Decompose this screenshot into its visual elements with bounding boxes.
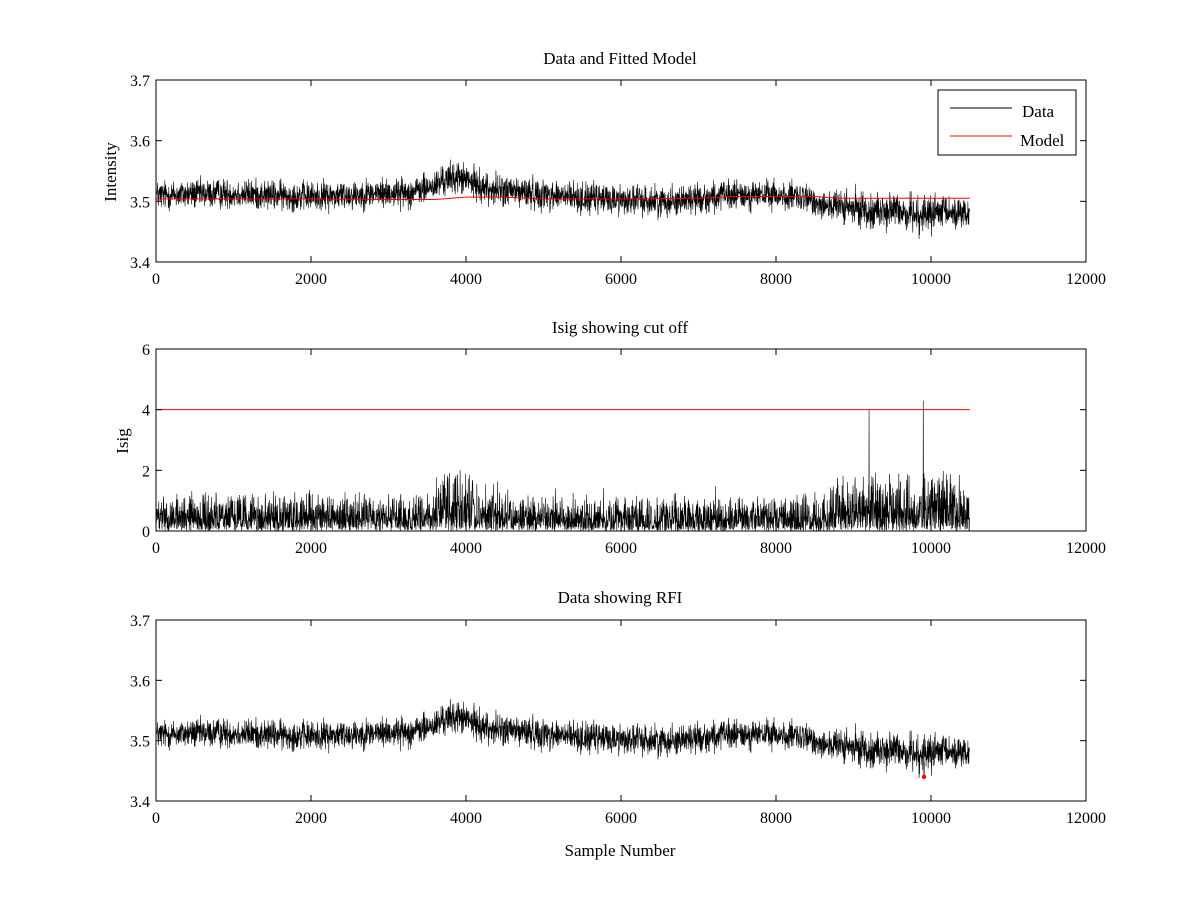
x-tick-label: 2000 (295, 810, 327, 827)
y-tick-label: 3.5 (130, 194, 150, 211)
panel-2-ylabel: Isig (113, 428, 132, 454)
y-tick-label: 2 (142, 463, 150, 480)
y-tick-label: 3.4 (130, 794, 150, 811)
y-tick-label: 3.4 (130, 255, 150, 272)
legend: Data Model (937, 89, 1077, 156)
plot-lines (156, 159, 970, 240)
y-tick-label: 3.6 (130, 134, 150, 151)
series-data-line (156, 699, 970, 779)
x-tick-label: 10000 (911, 540, 951, 557)
legend-data-label: Data (1022, 102, 1055, 121)
panel-3-plot-area: 0 2000 4000 6000 8000 10000 12000 3.4 3.5 3.6 3.7 (130, 613, 1106, 827)
panel-1-title: Data and Fitted Model (543, 49, 697, 68)
panel-3-xlabel: Sample Number (565, 841, 676, 860)
x-tick-label: 4000 (450, 810, 482, 827)
plot-lines (156, 400, 970, 531)
series-model-line (156, 195, 970, 201)
x-tick-label: 10000 (911, 810, 951, 827)
series-data-line (156, 159, 970, 240)
y-tick-label: 0 (142, 524, 150, 541)
plot-lines (156, 699, 970, 780)
series-isig-line (156, 400, 970, 531)
x-tick-label: 10000 (911, 271, 951, 288)
x-tick-label: 6000 (605, 540, 637, 557)
x-tick-label: 4000 (450, 540, 482, 557)
x-tick-label: 2000 (295, 540, 327, 557)
y-tick-label: 3.5 (130, 734, 150, 751)
panel-1-plot-area: 0 2000 4000 6000 8000 10000 12000 3.4 3.5 3.6 3.7 (130, 73, 1106, 288)
legend-box (937, 89, 1077, 156)
legend-model-label: Model (1020, 131, 1065, 150)
panel-1-ylabel: Intensity (101, 142, 120, 202)
y-tick-label: 3.6 (130, 673, 150, 690)
panel-2-plot-area: 0 2000 4000 6000 8000 10000 12000 0 2 4 6 (142, 342, 1106, 557)
y-tick-label: 3.7 (130, 73, 150, 90)
x-tick-label: 2000 (295, 271, 327, 288)
x-tick-label: 6000 (605, 271, 637, 288)
x-tick-label: 8000 (760, 540, 792, 557)
x-tick-label: 0 (152, 271, 160, 288)
panel-3-title: Data showing RFI (558, 588, 683, 607)
rfi-marker (921, 774, 927, 780)
y-tick-label: 3.7 (130, 613, 150, 630)
x-tick-label: 4000 (450, 271, 482, 288)
panel-isig-showing-cut-off: Isig showing cut off Isig 0 2000 4000 6000 8… (113, 318, 1106, 557)
x-tick-label: 0 (152, 540, 160, 557)
x-tick-label: 0 (152, 810, 160, 827)
panel-2-title: Isig showing cut off (552, 318, 688, 337)
panel-data-showing-rfi: Data showing RFI Sample Number 0 2000 4000… (130, 588, 1106, 860)
x-tick-label: 8000 (760, 271, 792, 288)
x-tick-label: 12000 (1066, 810, 1106, 827)
panel-data-and-fitted-model: Data and Fitted Model Intensity 0 2000 400… (101, 49, 1106, 288)
x-tick-label: 12000 (1066, 271, 1106, 288)
x-tick-label: 12000 (1066, 540, 1106, 557)
y-tick-label: 4 (142, 403, 150, 420)
x-tick-label: 8000 (760, 810, 792, 827)
y-tick-label: 6 (142, 342, 150, 359)
x-tick-label: 6000 (605, 810, 637, 827)
